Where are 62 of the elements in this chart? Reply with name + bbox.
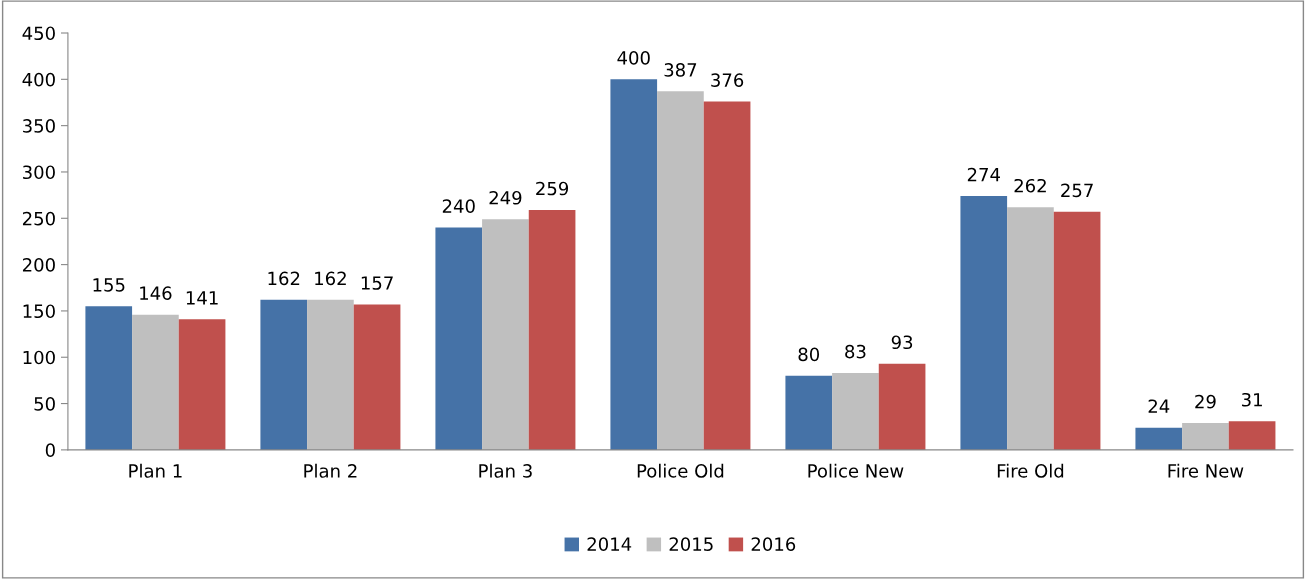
bar [482, 219, 529, 450]
y-tick-label: 450 [22, 26, 55, 41]
x-tick-label: Police Old [637, 463, 724, 478]
bar [1182, 423, 1229, 450]
bar [132, 314, 179, 450]
x-tick-label: Fire Old [997, 463, 1064, 478]
bar [1007, 207, 1054, 450]
y-tick-label: 0 [45, 443, 55, 457]
y-tick-label: 100 [23, 350, 55, 365]
data-label: 249 [489, 190, 522, 205]
x-tick-label: Plan 2 [304, 463, 357, 478]
legend-label: 2016 [751, 537, 796, 551]
legend-label: 2015 [669, 537, 713, 551]
y-tick-label: 400 [22, 72, 55, 87]
y-tick-label: 150 [23, 304, 55, 319]
data-label: 259 [536, 181, 569, 196]
y-tick-label: 50 [34, 397, 55, 411]
data-label: 24 [1148, 399, 1170, 413]
data-label: 162 [315, 271, 346, 286]
data-label: 387 [664, 63, 697, 77]
y-tick-label: 200 [22, 258, 55, 272]
data-label: 240 [442, 199, 475, 213]
bar [260, 299, 308, 450]
bar [1053, 211, 1101, 450]
data-label: 80 [798, 347, 820, 362]
bar [528, 209, 576, 450]
bar [878, 363, 926, 450]
bar [960, 196, 1008, 450]
bar [1228, 421, 1276, 450]
bar [435, 227, 483, 450]
data-label: 83 [845, 344, 866, 359]
y-tick-label: 350 [23, 119, 55, 133]
data-label: 262 [1014, 178, 1046, 193]
data-label: 141 [186, 291, 218, 305]
bar [785, 375, 833, 450]
data-label: 146 [140, 286, 172, 301]
data-label: 31 [1241, 392, 1262, 407]
bar [178, 319, 226, 450]
data-label: 157 [361, 276, 393, 290]
bar [657, 91, 704, 450]
data-label: 155 [93, 278, 125, 292]
legend-label: 2014 [587, 537, 632, 551]
y-tick-label: 250 [22, 211, 55, 226]
data-label: 93 [891, 335, 913, 350]
data-label: 274 [967, 167, 1000, 182]
data-label: 162 [268, 271, 300, 286]
bar [1135, 427, 1183, 450]
data-label: 257 [1061, 183, 1093, 198]
bar [703, 101, 751, 450]
x-tick-label: Fire New [1168, 463, 1244, 478]
bar [610, 79, 658, 450]
bar [353, 304, 401, 450]
bar [85, 306, 133, 450]
data-label: 29 [1195, 394, 1216, 409]
bar [832, 372, 879, 450]
data-label: 376 [711, 73, 744, 87]
x-tick-label: Plan 1 [129, 463, 182, 478]
data-label: 400 [617, 51, 650, 65]
y-tick-label: 300 [23, 165, 55, 180]
bar [307, 299, 354, 450]
x-tick-label: Police New [808, 463, 904, 478]
x-tick-label: Plan 3 [479, 463, 532, 478]
